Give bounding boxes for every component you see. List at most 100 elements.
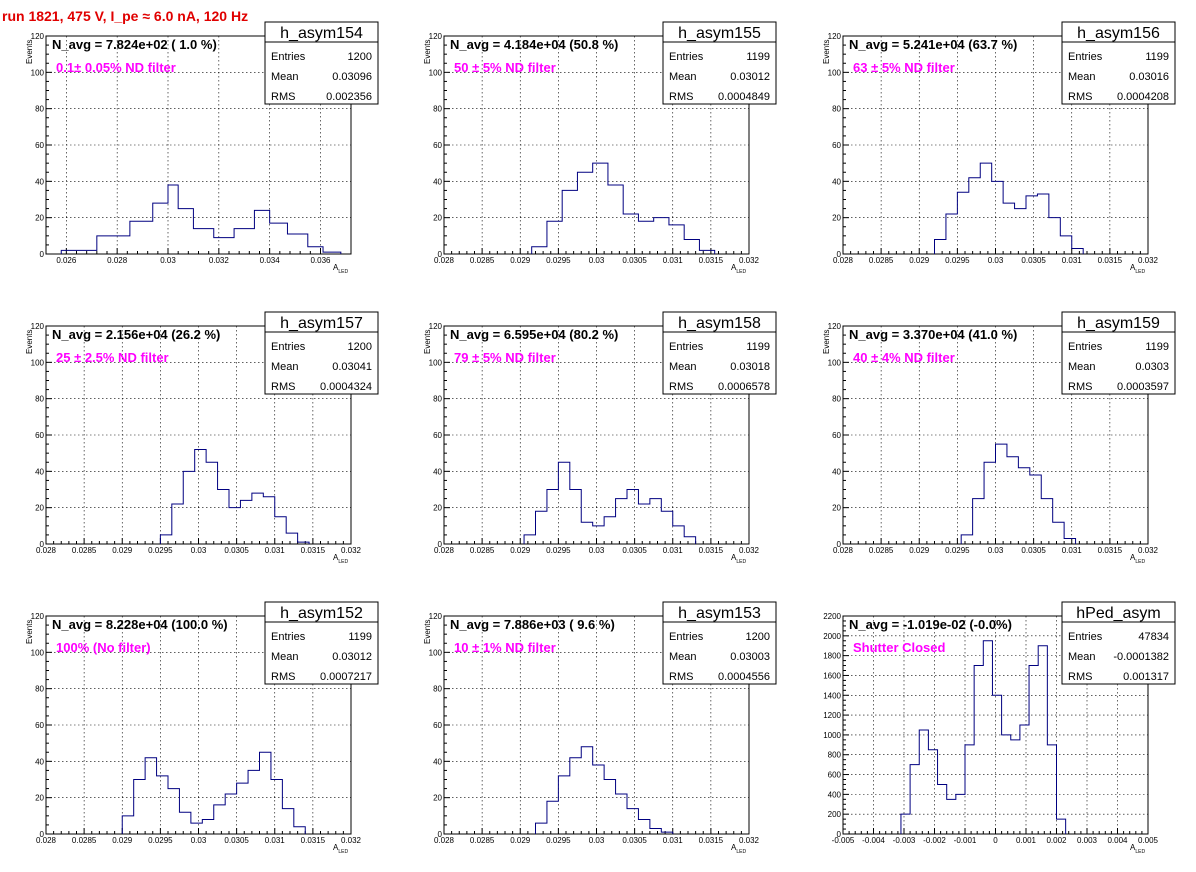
y-tick-label: 1800 <box>823 652 841 661</box>
x-tick-label: 0.028 <box>36 546 57 555</box>
stat-value-entries: 1199 <box>746 341 770 353</box>
stat-label-entries: Entries <box>669 51 704 63</box>
histogram-panel-h_asym157: 0.028 0.0285 0.029 0.0295 0.03 0.0305 0.031 0.0… <box>25 311 379 565</box>
x-tick-label: 0.031 <box>1062 546 1083 555</box>
x-tick-label: 0.031 <box>1062 256 1083 265</box>
filter-note: 100% (No filter) <box>56 640 151 655</box>
x-tick-label: -0.002 <box>923 836 946 845</box>
x-tick-label: 0.03 <box>988 256 1004 265</box>
stat-label-rms: RMS <box>271 671 295 683</box>
histogram-panel-h_asym154: 0.026 0.028 0.03 0.032 0.034 0.036 0 20 40 60 80 10… <box>25 21 379 275</box>
y-tick-label: 40 <box>35 467 44 476</box>
stat-label-mean: Mean <box>669 361 697 373</box>
x-tick-label: 0.03 <box>589 256 605 265</box>
stat-value-mean: 0.03041 <box>332 361 372 373</box>
stat-label-rms: RMS <box>669 91 693 103</box>
x-tick-label: 0.03 <box>191 836 207 845</box>
x-tick-label: 0.0315 <box>1098 546 1123 555</box>
y-tick-label: 20 <box>433 504 442 513</box>
x-tick-label: 0.032 <box>341 546 362 555</box>
y-axis-title: Events <box>25 40 34 64</box>
x-tick-label: 0.002 <box>1046 836 1067 845</box>
y-tick-label: 400 <box>828 790 842 799</box>
y-tick-label: 100 <box>31 68 45 77</box>
x-tick-label: 0.029 <box>510 546 531 555</box>
y-tick-label: 20 <box>832 504 841 513</box>
y-tick-label: 40 <box>35 757 44 766</box>
stat-label-rms: RMS <box>271 91 295 103</box>
histogram-panel-h_asym152: 0.028 0.0285 0.029 0.0295 0.03 0.0305 0.031 0.0… <box>25 601 379 855</box>
stat-value-rms: 0.0004556 <box>718 671 770 683</box>
x-tick-label: 0.0285 <box>869 256 894 265</box>
x-tick-label: 0.0315 <box>301 546 326 555</box>
stat-label-mean: Mean <box>669 71 697 83</box>
x-tick-label: 0.0295 <box>546 836 571 845</box>
x-tick-label: 0.0285 <box>470 546 495 555</box>
x-axis-title: ALED <box>731 843 746 855</box>
y-tick-label: 0 <box>438 540 443 549</box>
stats-box: h_asym154 Entries 1200 Mean 0.03096 RMS 0.0023… <box>264 21 379 105</box>
stat-value-entries: 1199 <box>1145 51 1169 63</box>
stat-value-entries: 1199 <box>348 631 372 643</box>
stat-value-entries: 1200 <box>348 341 372 353</box>
stat-label-mean: Mean <box>669 651 697 663</box>
navg-label: N_avg = 3.370e+04 (41.0 %) <box>849 327 1017 342</box>
x-tick-label: 0.031 <box>663 256 684 265</box>
navg-label: N_avg = -1.019e-02 (-0.0%) <box>849 617 1012 632</box>
stat-label-rms: RMS <box>1068 381 1092 393</box>
y-tick-label: 60 <box>35 721 44 730</box>
x-tick-label: 0.029 <box>909 256 930 265</box>
y-tick-label: 20 <box>35 794 44 803</box>
x-tick-label: 0.028 <box>833 256 854 265</box>
stat-label-entries: Entries <box>271 631 306 643</box>
y-tick-label: 40 <box>433 467 442 476</box>
histogram-name: h_asym157 <box>280 315 363 332</box>
y-tick-label: 200 <box>828 810 842 819</box>
x-tick-label: 0.029 <box>909 546 930 555</box>
stat-value-entries: 1199 <box>1145 341 1169 353</box>
y-tick-label: 80 <box>35 395 44 404</box>
x-tick-label: 0.032 <box>1138 546 1159 555</box>
run-title: run 1821, 475 V, I_pe ≈ 6.0 nA, 120 Hz <box>2 8 249 24</box>
y-tick-label: 60 <box>832 141 841 150</box>
x-tick-label: -0.003 <box>893 836 916 845</box>
stats-box: h_asym156 Entries 1199 Mean 0.03016 RMS 0.0004… <box>1061 21 1176 105</box>
x-tick-label: 0.03 <box>160 256 176 265</box>
x-tick-label: -0.004 <box>862 836 885 845</box>
y-tick-label: 100 <box>429 358 443 367</box>
stat-value-mean: -0.0001382 <box>1113 651 1169 663</box>
filter-note: 10 ± 1% ND filter <box>454 640 556 655</box>
stats-box-frame <box>1061 601 1176 685</box>
stat-value-entries: 1199 <box>746 51 770 63</box>
x-tick-label: 0.0285 <box>470 836 495 845</box>
x-tick-label: 0.0285 <box>869 546 894 555</box>
stats-box-frame <box>264 21 379 105</box>
navg-label: N_avg = 7.824e+02 ( 1.0 %) <box>52 37 217 52</box>
x-axis-title: ALED <box>731 553 746 565</box>
filter-note: 50 ± 5% ND filter <box>454 60 556 75</box>
y-tick-label: 100 <box>31 648 45 657</box>
x-tick-label: 0.0305 <box>622 546 647 555</box>
stat-value-rms: 0.0003597 <box>1117 381 1169 393</box>
x-tick-label: 0.031 <box>265 836 286 845</box>
navg-label: N_avg = 2.156e+04 (26.2 %) <box>52 327 220 342</box>
x-tick-label: 0.0305 <box>622 256 647 265</box>
stat-label-rms: RMS <box>1068 91 1092 103</box>
y-tick-label: 100 <box>828 358 842 367</box>
stats-box-frame <box>1061 311 1176 395</box>
stat-label-entries: Entries <box>1068 51 1103 63</box>
histogram-bars <box>121 751 306 834</box>
y-tick-label: 0 <box>837 250 842 259</box>
y-tick-label: 120 <box>429 612 443 621</box>
stat-value-mean: 0.0303 <box>1135 361 1169 373</box>
stat-label-entries: Entries <box>669 631 704 643</box>
histogram-bars <box>535 746 674 834</box>
x-tick-label: 0.0305 <box>224 546 249 555</box>
stats-box-frame <box>1061 21 1176 105</box>
histogram-name: h_asym158 <box>678 315 761 332</box>
y-tick-label: 80 <box>433 395 442 404</box>
stat-label-rms: RMS <box>669 671 693 683</box>
x-tick-label: 0.028 <box>434 836 455 845</box>
navg-label: N_avg = 7.886e+03 ( 9.6 %) <box>450 617 615 632</box>
